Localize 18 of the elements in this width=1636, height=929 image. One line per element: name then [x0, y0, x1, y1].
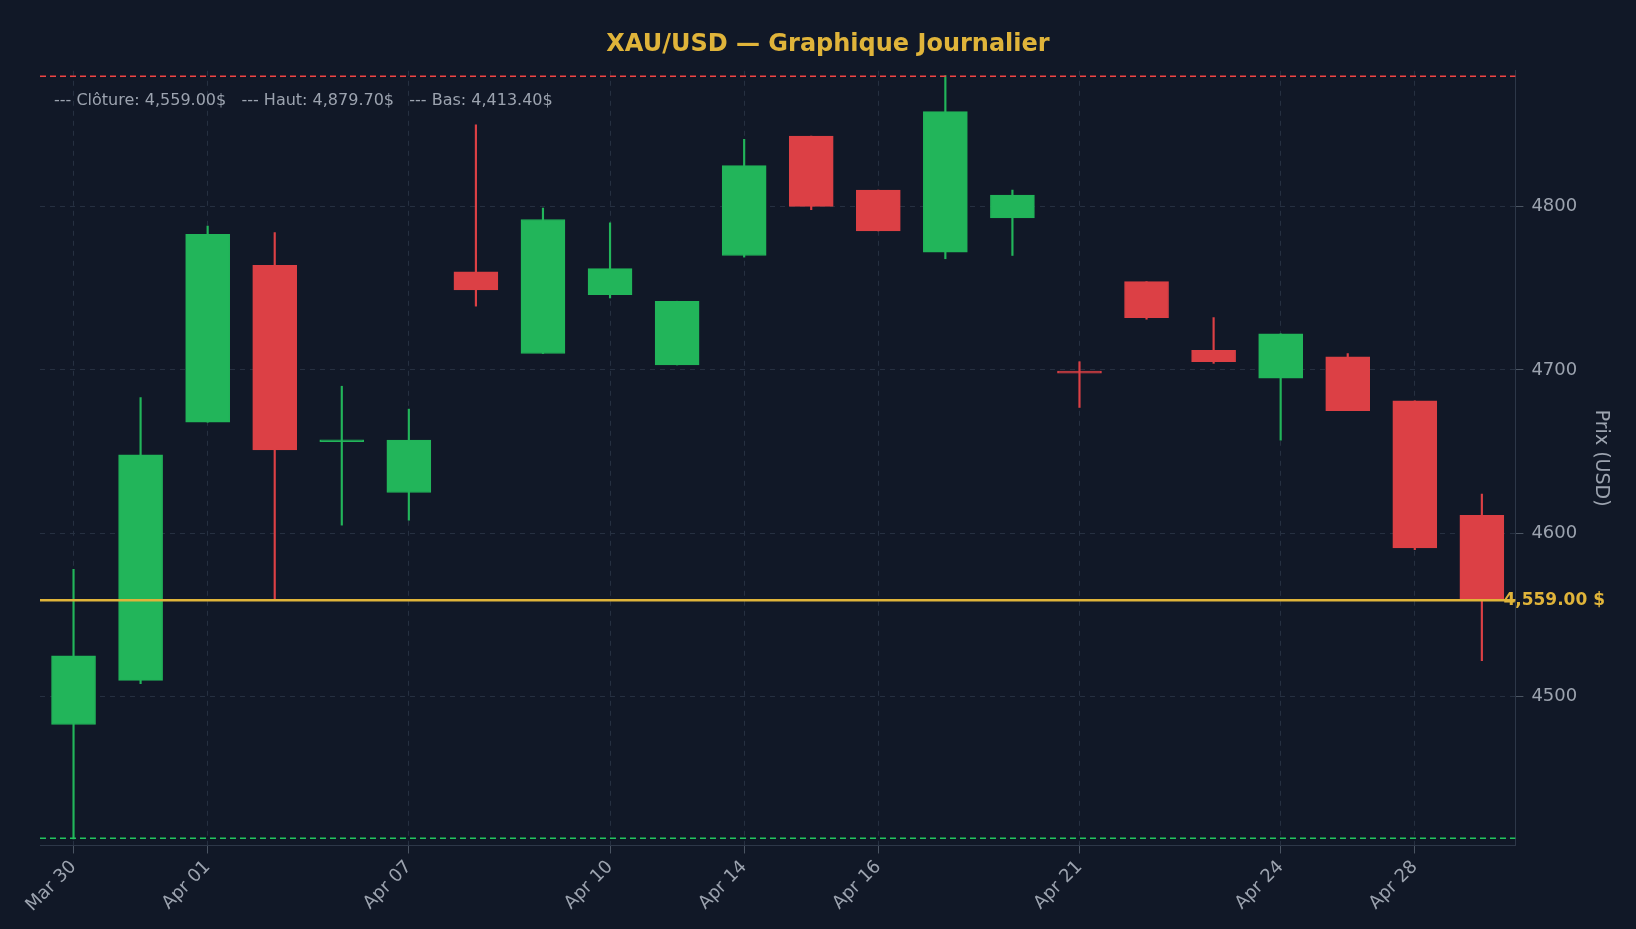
x-tick-label: Apr 21 — [1028, 855, 1086, 913]
y-axis-title: Prix (USD) — [1591, 409, 1614, 507]
chart-title: XAU/USD — Graphique Journalier — [606, 28, 1050, 57]
y-tick-label: 4600 — [1531, 520, 1578, 542]
annotation: --- Clôture: 4,559.00$ --- Haut: 4,879.70$ --- Bas: 4,413.40$ — [54, 89, 553, 109]
x-tick-label: Apr 16 — [827, 855, 885, 913]
candlestick — [319, 385, 365, 526]
x-tick-label: Apr 07 — [357, 855, 415, 913]
y-tick-label: 4700 — [1531, 357, 1578, 379]
x-tick-label: Apr 28 — [1363, 855, 1421, 913]
x-tick-label: Apr 14 — [693, 855, 751, 913]
y-tick-label: 4500 — [1531, 684, 1578, 706]
x-tick-label: Mar 30 — [20, 855, 80, 915]
y-tick-label: 4800 — [1531, 194, 1578, 216]
ref-line-label: 4,559.00 $ — [1503, 588, 1606, 609]
x-tick-label: Apr 24 — [1229, 855, 1287, 913]
x-tick-label: Apr 10 — [559, 855, 617, 913]
x-tick-label: Apr 01 — [156, 855, 214, 913]
